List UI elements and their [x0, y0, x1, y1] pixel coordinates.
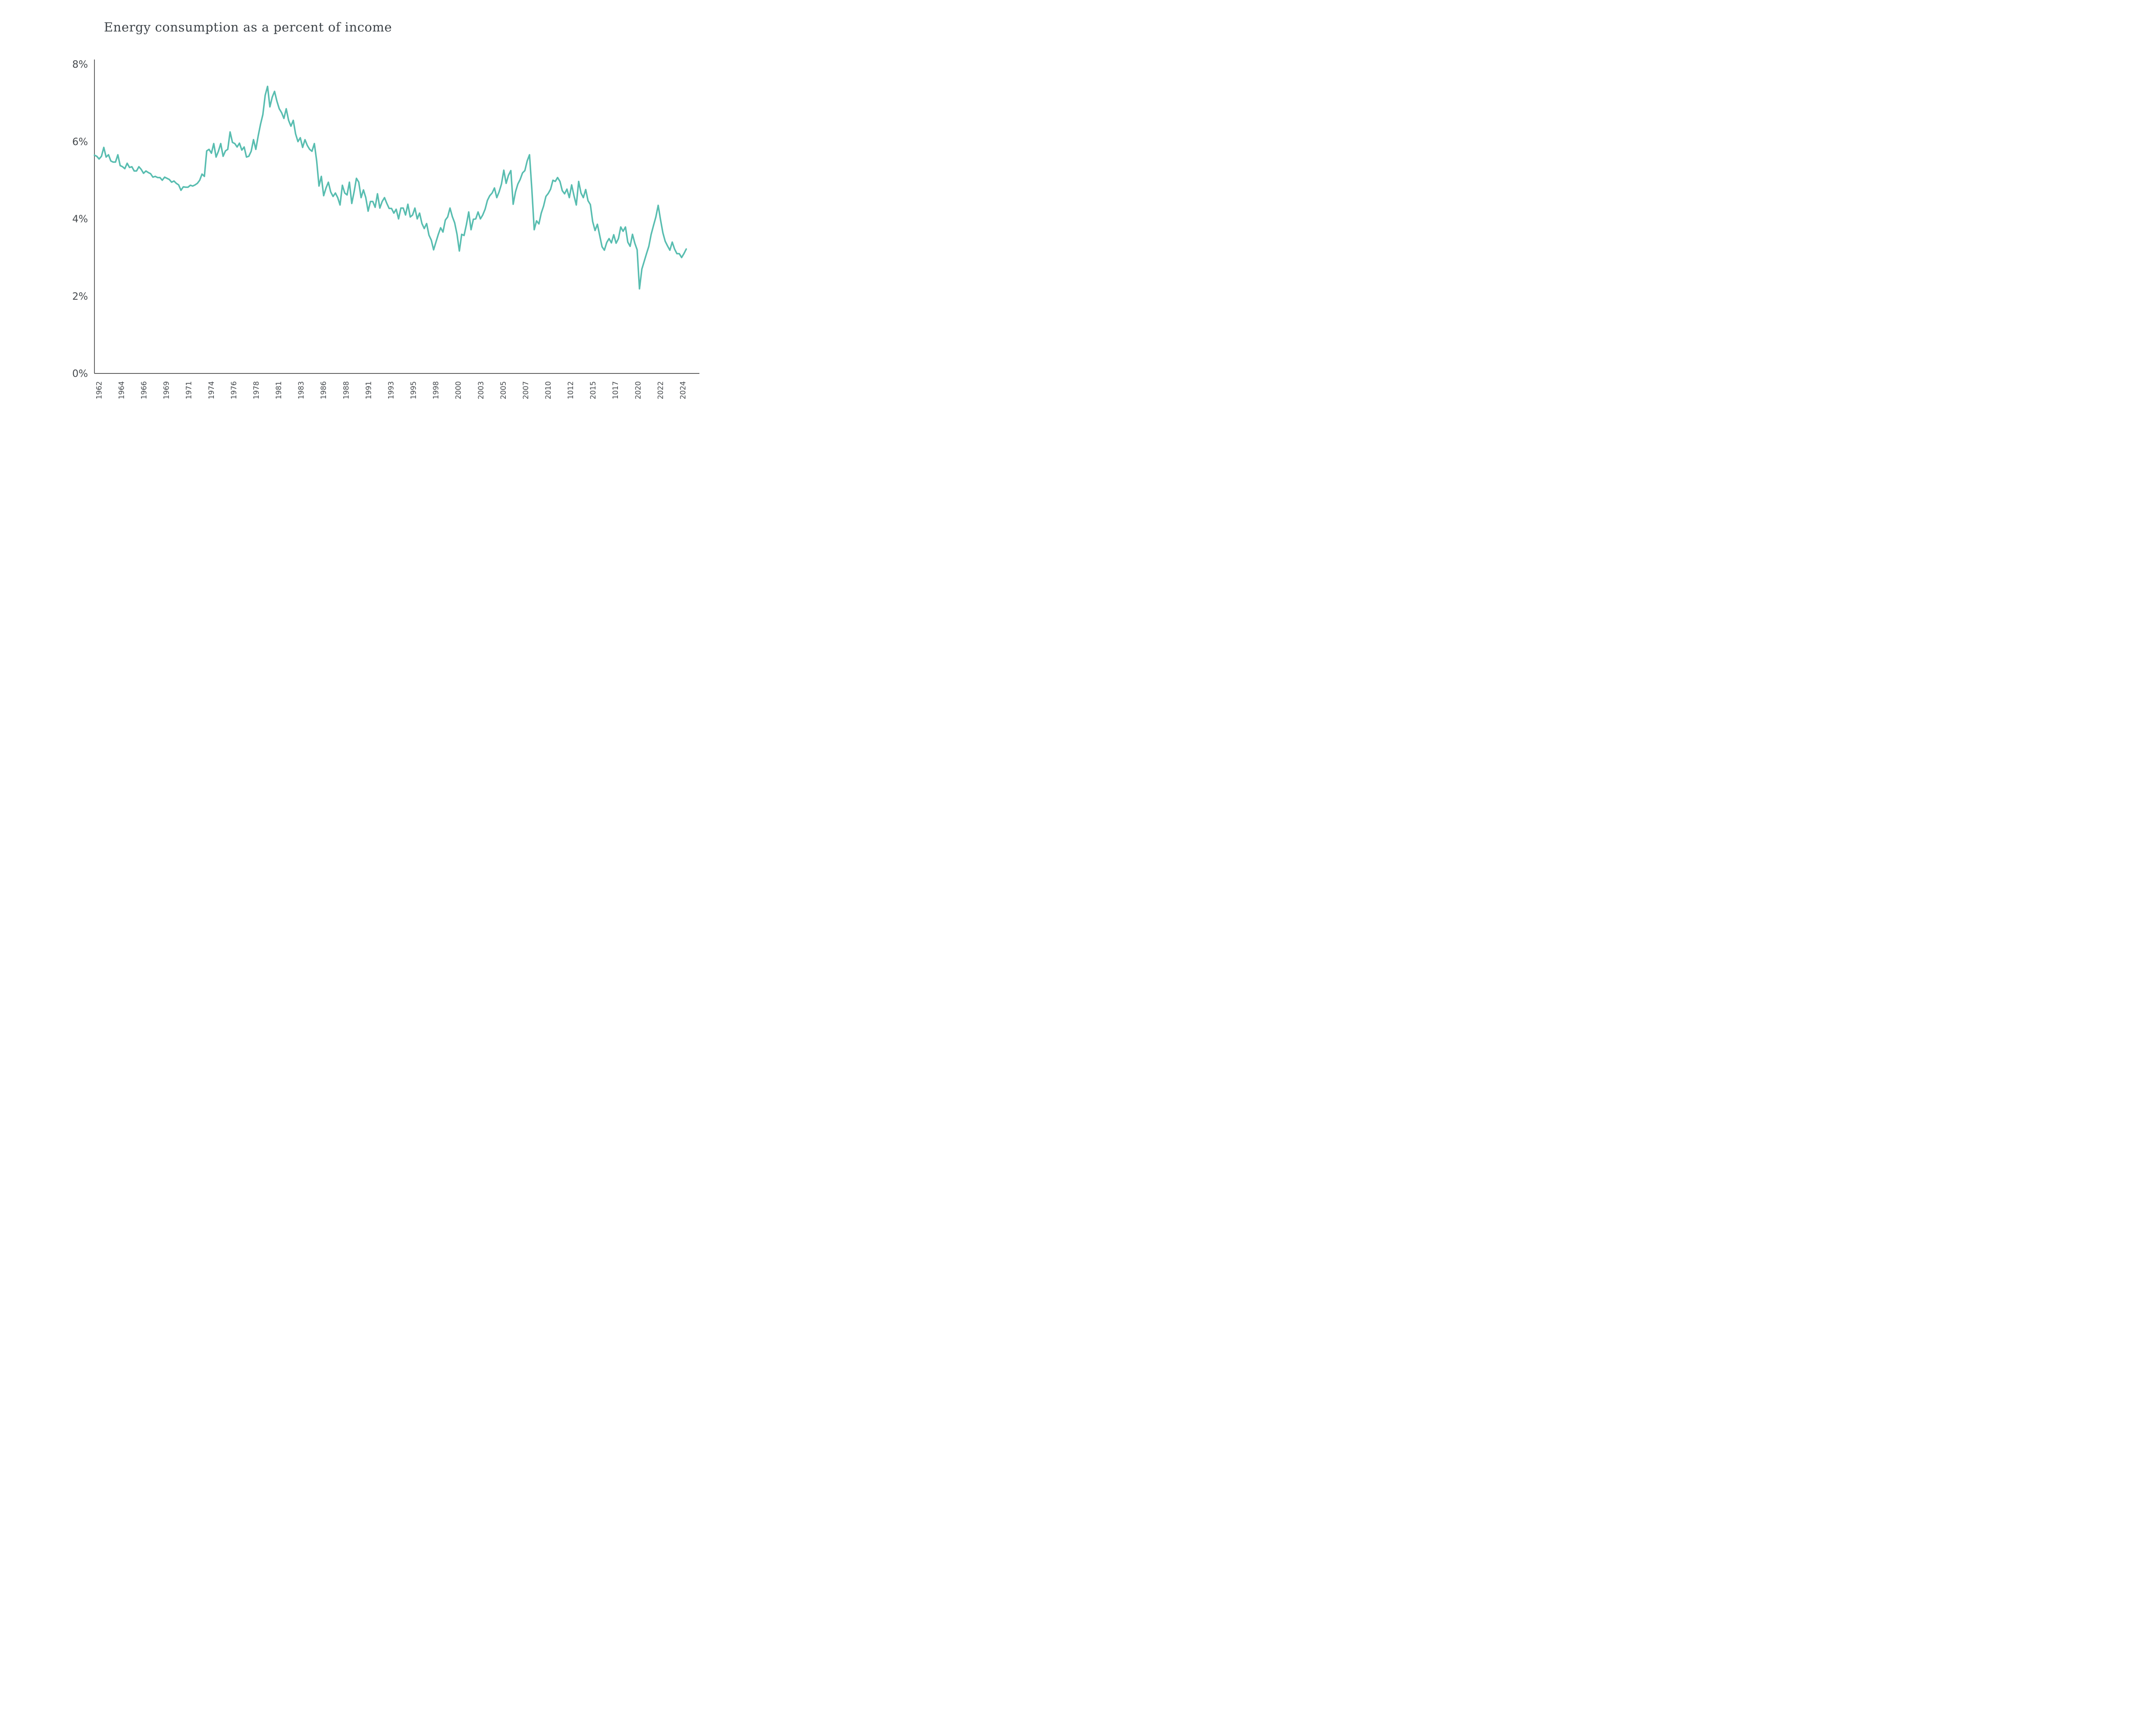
- x-axis-tick-label: 2005: [499, 381, 508, 399]
- x-axis-tick-label: 2020: [634, 381, 642, 399]
- x-axis-tick-label: 2003: [477, 381, 485, 399]
- x-axis-tick-label: 2007: [522, 381, 530, 399]
- chart-title: Energy consumption as a percent of incom…: [104, 20, 392, 34]
- x-axis-tick-label: 1991: [364, 381, 373, 399]
- x-axis-tick-label: 1966: [140, 381, 148, 399]
- x-axis-tick-label: 2000: [454, 381, 463, 399]
- y-axis-tick-label: 2%: [72, 291, 88, 302]
- chart-page: Energy consumption as a percent of incom…: [0, 0, 749, 430]
- y-axis-tick-label: 0%: [72, 368, 88, 379]
- line-chart: 8% 6% 4% 2% 0% 1962 1964 1966 1969 1971 1974 1976 19…: [72, 59, 699, 399]
- y-axis-tick-label: 8%: [72, 59, 88, 70]
- x-axis-tick-label: 1988: [342, 381, 350, 399]
- x-axis-tick-label: 1017: [611, 381, 620, 399]
- x-axis-tick-label: 1986: [320, 381, 328, 399]
- x-axis-tick-label: 2022: [656, 381, 664, 399]
- x-axis-tick-label: 1981: [275, 381, 283, 399]
- x-axis-tick-label: 2015: [589, 381, 597, 399]
- x-axis-tick-label: 1998: [432, 381, 440, 399]
- x-axis-tick-label: 1971: [185, 381, 193, 399]
- y-axis-tick-label: 4%: [72, 214, 88, 225]
- chart-line-energy-share: [94, 85, 687, 290]
- x-axis-tick-label: 1964: [117, 381, 125, 399]
- x-axis-tick-label: 1974: [207, 381, 216, 399]
- x-axis-tick-label: 1995: [410, 381, 418, 399]
- x-axis-tick-label: 2010: [544, 381, 552, 399]
- x-axis-tick-label: 2024: [679, 381, 687, 399]
- x-axis-tick-label: 1012: [567, 381, 575, 399]
- x-axis-tick-label: 1969: [163, 381, 171, 399]
- x-axis-tick-label: 1962: [95, 381, 103, 399]
- x-axis-tick-label: 1983: [297, 381, 305, 399]
- x-axis-tick-label: 1976: [230, 381, 238, 399]
- x-axis-tick-label: 1978: [252, 381, 260, 399]
- x-axis-tick-label: 1993: [387, 381, 395, 399]
- y-axis-tick-label: 6%: [72, 136, 88, 147]
